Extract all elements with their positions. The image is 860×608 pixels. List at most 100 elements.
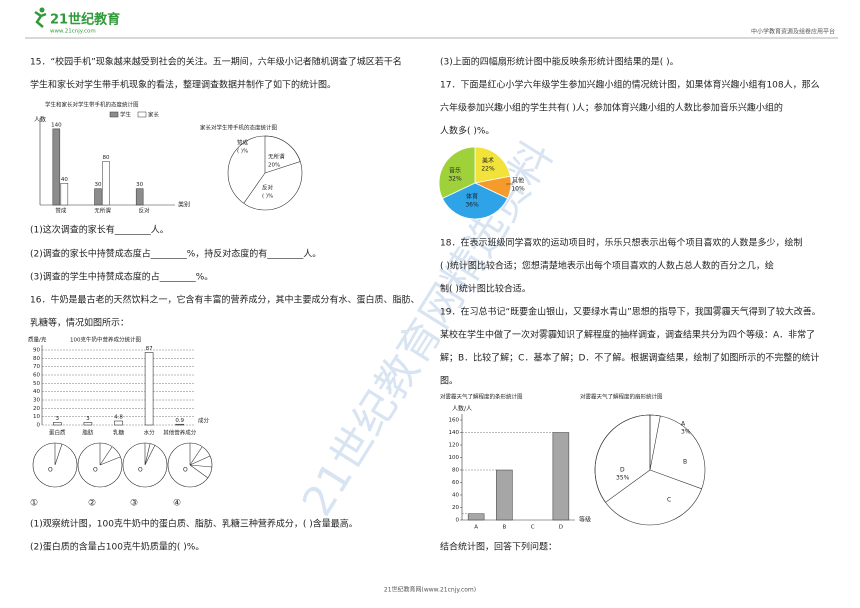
milk-pies [32,442,213,488]
text-line: 16．牛奶是最古老的天然饮料之一，它含有丰富的营养成分，其中主要成分有水、蛋白质… [30,294,419,306]
y-tick-label: 60 [452,480,459,486]
axis-label: 等级 [579,516,591,524]
slice-label: D [620,467,625,474]
pie-edge [189,443,213,479]
value-label: 0.9 [175,418,184,424]
value-label: 3 [56,416,60,422]
logo-icon [39,7,45,13]
pie-edge [144,443,156,466]
header: 21世纪教育 www.21cnjy.com 中小学教育资源及组卷应用平台 [25,7,838,39]
pie-center: O [93,467,98,474]
bar [135,188,144,206]
slice-value: 10% [511,186,525,193]
pie-edge [99,443,121,466]
bar [102,161,110,206]
value-label: 87 [146,346,153,352]
bar [52,422,62,426]
slice-label: 其他 [512,177,524,185]
y-tick-label: 90 [33,348,40,354]
y-tick-label: 10 [33,414,40,420]
text-line: (3)调查的学生中持赞成态度的占________%。 [30,271,213,283]
slice-value: ( )% [237,149,248,155]
logo: 21世纪教育 [50,12,120,28]
slice-value: 22% [481,166,495,173]
y-tick-label: 160 [449,418,460,424]
bar [60,183,69,206]
y-tick-label: 0 [37,423,41,429]
y-tick-label: 100 [449,455,460,461]
slice-label: 美术 [482,157,494,165]
slice-value: 32% [448,176,462,183]
pie-label: ③ [130,499,138,509]
bar [467,513,485,521]
value-label: 30 [136,182,143,188]
value-label: 40 [61,177,68,183]
x-tick-label: 蛋白质 [49,429,66,437]
slice-value: 35% [616,475,630,482]
slice-value: ( )% [262,194,273,200]
text-line: (3)上面的四幅扇形统计图中能反映条形统计图结果的是( )。 [440,56,679,68]
y-tick-label: 30 [33,398,40,404]
pie-slice [264,135,301,174]
header-right: 中小学教育资源及组卷应用平台 [751,28,835,36]
slice-label: 赞成 [237,139,249,147]
chart-title: 对雾霾天气了解程度的条形统计图 [440,393,523,401]
bar [52,128,61,206]
x-tick-label: 赞成 [55,207,67,215]
y-tick-label: 60 [33,373,40,379]
pie-edge [54,443,63,466]
slice-label: 无所谓 [268,153,285,161]
axis-label: 成分 [198,417,210,425]
slice-value: 20% [268,163,280,169]
pie-center: O [48,467,53,474]
axis-label: 人数/人 [452,405,472,413]
chart-title: 100克牛奶中营养成分统计图 [70,336,141,344]
y-tick-label: 50 [33,381,40,387]
y-tick-label: 20 [33,406,40,412]
bar [144,352,154,426]
logo-sub: www.21cnjy.com [50,29,96,35]
y-tick-label: 40 [33,389,40,395]
text-line: 18．在表示班级同学喜欢的运动项目时，乐乐只想表示出每个项目喜欢的人数是多少，绘… [440,237,802,249]
y-tick-label: 120 [449,443,460,449]
x-tick-label: B [502,525,506,531]
y-tick-label: 40 [452,493,459,499]
slice-value: 3% [681,429,691,436]
footer: 21世纪教育网(www.21cnjy.com) [384,586,476,594]
bar [114,420,123,426]
text-line: ( )统计图比较合适；您想清楚地表示出每个项目喜欢的人数占总人数的百分之几，绘 [440,260,774,272]
value-label: 80 [103,155,110,161]
text-line: 图。 [440,376,458,387]
text-line: 乳糖等，情况如图所示： [30,317,129,329]
pie-slice [474,146,511,184]
slice-value: 36% [465,202,479,209]
y-tick-label: 70 [33,364,40,370]
text-line: 某校在学生中做了一次对雾霾知识了解程度的抽样调查，调查结果共分为四个等级：A．非… [440,329,815,341]
y-tick-label: 20 [452,505,459,511]
pie-edge [649,469,702,490]
pie-label: ② [88,499,96,509]
pie-slice [441,182,509,220]
pie-edge [243,172,266,204]
x-tick-label: A [474,525,478,531]
axis-label: 类别 [178,201,190,209]
legend-swatch [109,111,119,118]
slice-label: C [667,497,671,504]
bar [83,422,93,426]
text-line: 人数多( )%。 [440,125,494,137]
value-label: 3 [86,416,90,422]
text-line: (1)这次调查的家长有________人。 [30,224,169,236]
pie-center: O [183,467,188,474]
text-line: 19．在习总书记“既要金山银山，又要绿水青山”思想的指导下，我国雾霾天气得到了较… [440,306,821,318]
text-line: 制( )统计图比较合适。 [440,283,531,295]
value-label: 140 [51,122,62,128]
slice-label: A [681,421,686,428]
bar [496,469,513,521]
logo-icon [34,10,47,28]
text-line: 学生和家长对学生带手机现象的看法，整理调查数据并制作了如下的统计图。 [30,79,336,91]
y-tick-label: 140 [449,430,460,436]
x-tick-label: 乳糖 [113,429,125,437]
legend-swatch [137,111,147,118]
x-tick-label: C [531,525,535,531]
